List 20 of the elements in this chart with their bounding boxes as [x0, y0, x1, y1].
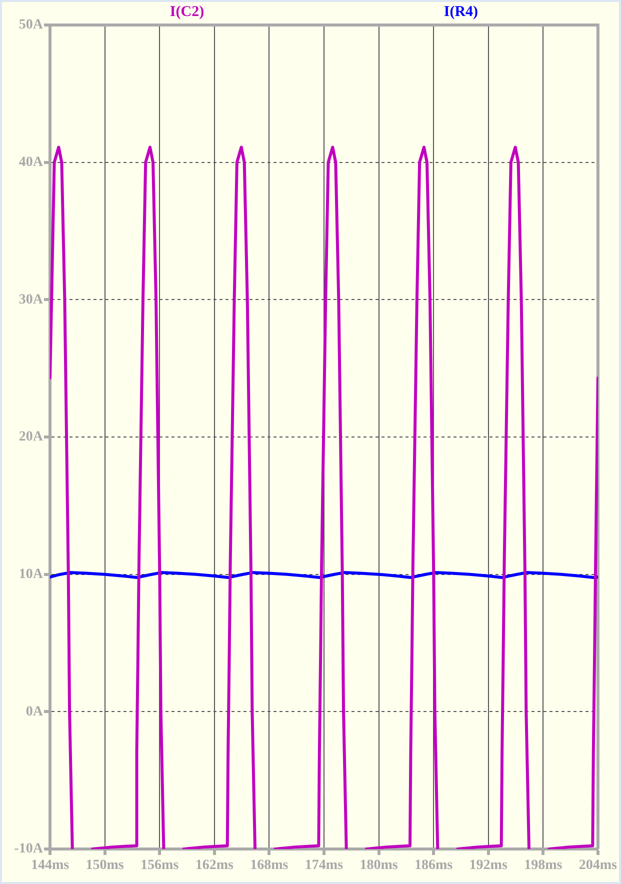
y-tick-label: 30A — [18, 292, 44, 308]
x-tick-label: 174ms — [304, 858, 344, 874]
y-tick-label: 40A — [18, 154, 44, 170]
text: I(C2) — [170, 4, 204, 20]
y-tick-label: 50A — [18, 18, 44, 33]
x-tick-label: 144ms — [30, 858, 70, 874]
y-tick-label: 10A — [18, 566, 44, 582]
x-tick-label: 192ms — [469, 858, 508, 874]
x-tick-label: 168ms — [250, 858, 289, 874]
x-tick-label: 156ms — [140, 858, 180, 874]
text: I(R4) — [444, 4, 478, 20]
x-tick-label: 162ms — [195, 858, 234, 874]
y-tick-label: -10A — [14, 842, 44, 857]
x-tick-label: 204ms — [578, 858, 618, 874]
x-tick-label: 186ms — [414, 858, 454, 874]
x-tick-label: 198ms — [524, 858, 563, 874]
x-tick-label: 180ms — [360, 858, 398, 874]
y-tick-label: 0A — [26, 704, 44, 720]
x-tick-label: 150ms — [86, 858, 124, 874]
y-tick-label: 20A — [18, 430, 44, 445]
